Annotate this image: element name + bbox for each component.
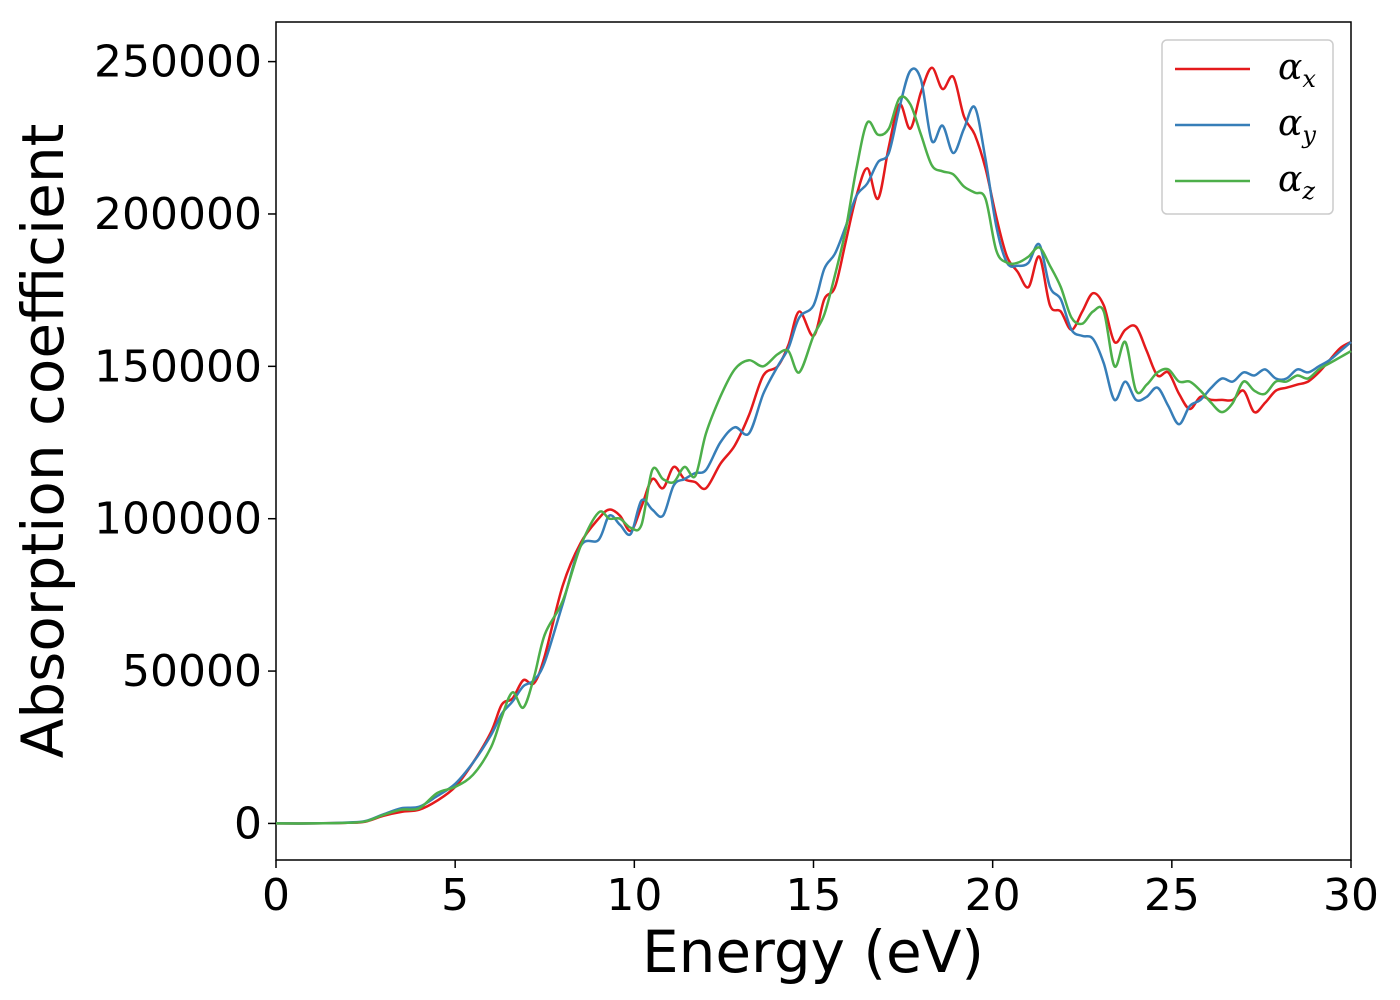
y-tick-label: 150000 xyxy=(94,341,262,392)
y-tick-label: 250000 xyxy=(94,37,262,88)
legend-label-symbol: α xyxy=(1278,47,1302,88)
x-tick-label: 0 xyxy=(262,870,290,921)
legend-label-alpha-y: αy xyxy=(1278,103,1316,149)
x-axis-title: Energy (eV) xyxy=(642,918,984,986)
y-tick-label: 0 xyxy=(234,798,262,849)
legend-label-subscript: x xyxy=(1302,65,1316,93)
legend-label-alpha-z: αz xyxy=(1278,159,1315,205)
x-tick-label: 10 xyxy=(606,870,662,921)
x-tick-label: 20 xyxy=(965,870,1021,921)
legend-label-subscript: z xyxy=(1301,177,1315,205)
x-tick-label: 5 xyxy=(441,870,469,921)
series-layer xyxy=(275,66,1352,825)
y-tick-label: 100000 xyxy=(94,494,262,545)
legend-label-subscript: y xyxy=(1301,121,1316,149)
legend-box xyxy=(1161,39,1334,215)
x-axis-ticks: 0 5 10 15 20 25 30 xyxy=(262,860,1379,921)
y-tick-label: 50000 xyxy=(122,646,262,697)
series-line-alpha-y xyxy=(275,67,1352,825)
series-line-alpha-z xyxy=(275,95,1352,825)
x-tick-label: 15 xyxy=(786,870,842,921)
x-tick-label: 25 xyxy=(1144,870,1200,921)
y-axis-ticks: 0 50000 100000 150000 200000 250000 xyxy=(94,37,276,849)
legend-label-alpha-x: αx xyxy=(1278,47,1316,93)
legend-label-symbol: α xyxy=(1278,103,1302,144)
y-axis-title: Absorption coefficient xyxy=(9,124,77,759)
y-tick-label: 200000 xyxy=(94,189,262,240)
legend-label-symbol: α xyxy=(1278,159,1302,200)
x-tick-label: 30 xyxy=(1323,870,1379,921)
